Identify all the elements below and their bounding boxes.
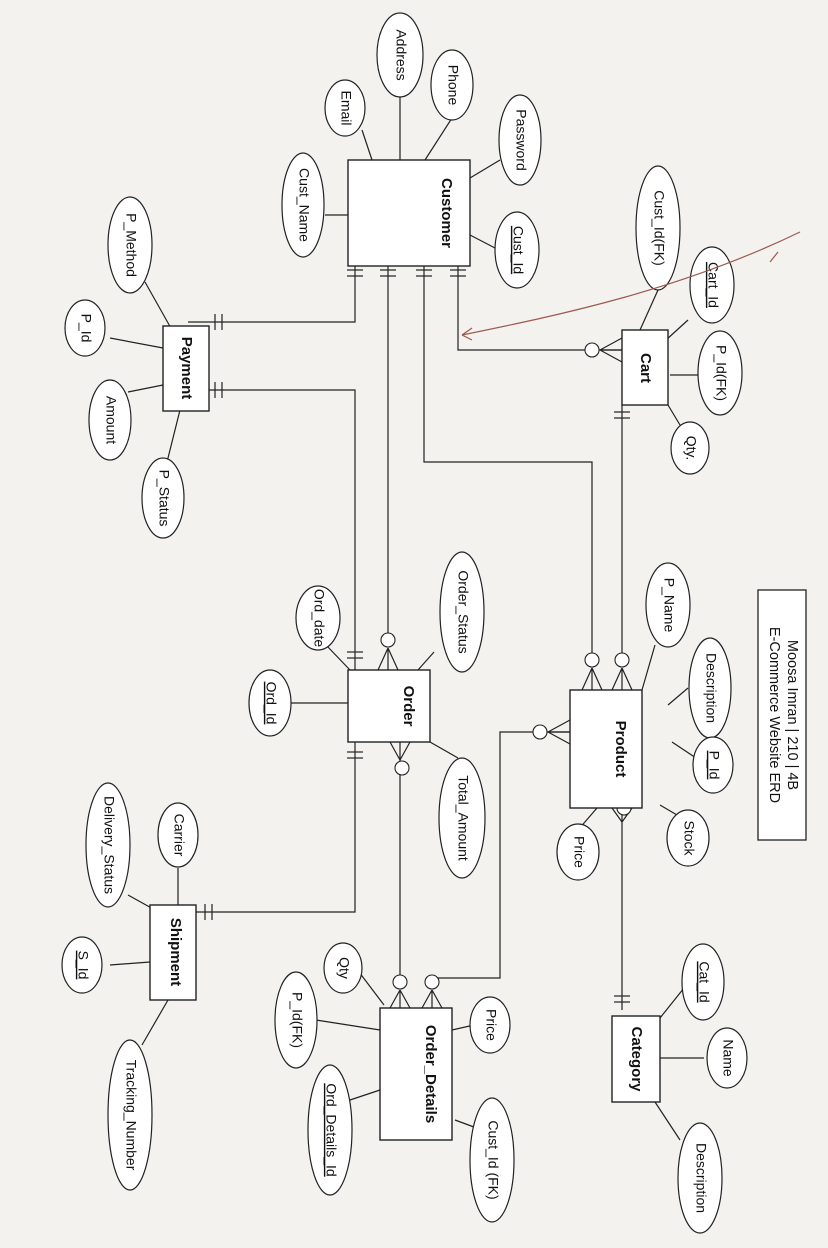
entity-category-label: Category: [628, 1026, 645, 1092]
entity-product: Product: [569, 689, 643, 809]
svg-text:Stock: Stock: [681, 820, 697, 856]
attr-delivery-status: Delivery_Status: [85, 782, 131, 908]
line-customer-payment: [188, 265, 356, 323]
svg-text:Qty.: Qty.: [683, 436, 699, 461]
attr-cat-description: Description: [677, 1122, 723, 1234]
attr-product-description: Description: [688, 637, 732, 739]
svg-text:Ord_Details_Id: Ord_Details_Id: [323, 1083, 339, 1176]
entity-cart: Cart: [621, 329, 669, 406]
entity-category: Category: [611, 1015, 661, 1103]
svg-text:Delivery_Status: Delivery_Status: [101, 796, 117, 894]
attr-total-amount: Total_Amount: [438, 757, 486, 879]
attr-product-p-id: P_Id: [692, 736, 734, 794]
svg-text:Price: Price: [483, 1009, 499, 1041]
svg-text:Qty: Qty: [336, 957, 352, 979]
attr-s-id: S_Id: [61, 936, 103, 994]
svg-text:Cust_Id (FK): Cust_Id (FK): [485, 1120, 501, 1199]
svg-text:Price: Price: [571, 836, 587, 868]
svg-text:Name: Name: [720, 1039, 736, 1077]
svg-text:Address: Address: [393, 29, 409, 80]
attr-stock: Stock: [666, 809, 710, 867]
svg-text:Cust_Name: Cust_Name: [296, 168, 312, 242]
attr-cust-name: Cust_Name: [281, 152, 325, 258]
attr-od-cust-id-fk: Cust_Id (FK): [469, 1097, 515, 1223]
svg-text:P_Id(FK): P_Id(FK): [289, 992, 305, 1048]
title-line-1: Moosa Imran | 210 | 4B: [784, 640, 800, 790]
svg-text:Password: Password: [513, 109, 529, 170]
attr-ord-id: Ord_Id: [248, 669, 292, 737]
entity-order: Order: [347, 669, 431, 743]
attr-cat-name: Name: [706, 1027, 748, 1089]
attr-password: Password: [498, 94, 542, 186]
svg-text:P_Id(FK): P_Id(FK): [713, 345, 729, 401]
svg-text:P_Name: P_Name: [661, 578, 677, 633]
entity-customer: Customer: [347, 159, 471, 267]
title-box: Moosa Imran | 210 | 4B E-Commerce Websit…: [757, 589, 807, 841]
attr-cust-id: Cust_Id: [494, 211, 540, 289]
pen-annotation: [461, 231, 801, 341]
attr-phone: Phone: [430, 49, 474, 121]
attr-price: Price: [556, 823, 600, 881]
line-customer-product: [423, 265, 593, 655]
svg-text:Ord_date: Ord_date: [311, 589, 327, 648]
attr-amount: Amount: [88, 379, 132, 461]
line-customer-cart: [457, 265, 622, 351]
entity-shipment-label: Shipment: [167, 918, 184, 986]
attr-payment-p-id: P_Id: [64, 299, 106, 357]
attr-ord-date: Ord_date: [295, 585, 341, 651]
attr-od-p-id-fk: P_Id(FK): [274, 971, 318, 1069]
svg-text:P_Method: P_Method: [123, 213, 139, 277]
entity-payment-label: Payment: [178, 337, 195, 400]
line-payment-order: [188, 389, 356, 672]
title-line-2: E-Commerce Website ERD: [766, 627, 782, 803]
entity-order-details: Order_Details: [379, 1007, 453, 1141]
attr-cat-id: Cat_Id: [681, 943, 725, 1021]
svg-text:S_Id: S_Id: [75, 951, 91, 980]
svg-text:Order_Status: Order_Status: [455, 570, 471, 653]
svg-text:P_Status: P_Status: [156, 470, 172, 527]
cardinality-marks: [204, 269, 633, 1009]
svg-text:Description: Description: [703, 653, 719, 723]
svg-text:Cust_Id(FK): Cust_Id(FK): [651, 190, 667, 265]
svg-text:Cat_Id: Cat_Id: [696, 961, 712, 1002]
svg-text:P_Id: P_Id: [78, 314, 94, 343]
entity-payment: Payment: [162, 325, 210, 412]
svg-text:Cart_Id: Cart_Id: [705, 262, 721, 308]
entity-cart-label: Cart: [637, 353, 654, 383]
svg-text:Ord_Id: Ord_Id: [263, 682, 279, 725]
attr-email: Email: [324, 79, 366, 137]
svg-text:Email: Email: [338, 90, 354, 125]
attr-tracking-number: Tracking_Number: [107, 1039, 153, 1191]
attr-order-status: Order_Status: [439, 551, 485, 673]
entity-shipment: Shipment: [149, 904, 197, 1001]
attr-cart-id: Cart_Id: [689, 246, 735, 324]
svg-text:Phone: Phone: [445, 65, 461, 106]
attr-p-method: P_Method: [107, 196, 153, 294]
svg-text:Tracking_Number: Tracking_Number: [123, 1060, 139, 1171]
attr-ord-details-id: Ord_Details_Id: [307, 1064, 353, 1196]
entity-order-label: Order: [400, 686, 417, 727]
attr-cart-cust-id-fk: Cust_Id(FK): [635, 165, 681, 291]
svg-text:Amount: Amount: [103, 396, 119, 444]
entity-customer-label: Customer: [438, 178, 455, 248]
line-order-shipment: [195, 742, 356, 913]
attr-p-status: P_Status: [141, 457, 185, 539]
svg-text:Carrier: Carrier: [171, 814, 187, 857]
attr-qty: Qty: [323, 942, 363, 994]
svg-text:P_Id: P_Id: [706, 751, 722, 780]
attr-cart-qty: Qty.: [670, 421, 710, 475]
attribute-lines: [109, 96, 704, 1141]
svg-text:Total_Amount: Total_Amount: [455, 775, 471, 861]
entity-product-label: Product: [612, 721, 629, 778]
attr-address: Address: [376, 12, 424, 98]
attr-cart-p-id-fk: P_Id(FK): [697, 330, 743, 416]
relationship-lines: [188, 265, 623, 1010]
svg-text:Cust_Id: Cust_Id: [510, 226, 526, 274]
entity-order-details-label: Order_Details: [422, 1025, 439, 1123]
attr-od-price: Price: [469, 996, 511, 1054]
attr-p-name: P_Name: [645, 562, 691, 648]
attr-carrier: Carrier: [157, 802, 199, 868]
svg-text:Description: Description: [693, 1143, 709, 1213]
